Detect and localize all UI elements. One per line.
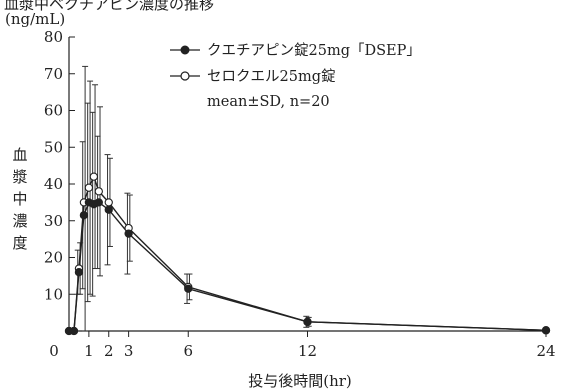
point-series-2 <box>94 187 103 196</box>
x-tick-label: 2 <box>104 342 114 360</box>
legend-note: mean±SD, n=20 <box>207 94 330 110</box>
y-title-char: 濃 <box>12 212 27 230</box>
series-lines <box>69 174 547 332</box>
point-series-1 <box>184 284 193 293</box>
x-tick-label: 6 <box>183 342 193 360</box>
point-series-1 <box>79 211 89 220</box>
y-title-char: 中 <box>12 190 27 208</box>
header-partial-title: 血漿中ベクチアピン濃度の推移 <box>4 0 214 13</box>
y-tick-label: 30 <box>44 212 63 230</box>
y-tick-label: 40 <box>44 175 63 193</box>
point-series-1 <box>104 205 113 214</box>
point-series-1 <box>69 326 79 336</box>
point-series-1 <box>303 317 312 326</box>
x-axis-title: 投与後時間(hr) <box>248 372 352 390</box>
y-tick-label: 80 <box>44 28 63 46</box>
x-tick-label: 12 <box>298 342 317 360</box>
y-title-char: 漿 <box>12 168 27 186</box>
x-tick-label: 24 <box>536 342 555 360</box>
point-series-2 <box>104 198 113 207</box>
x-tick-label: 1 <box>84 342 94 360</box>
series-line-1 <box>69 201 547 332</box>
point-series-1 <box>74 268 84 277</box>
y-tick-label: 20 <box>44 249 63 267</box>
y-tick-label: 70 <box>44 65 63 83</box>
y-tick-label: 50 <box>44 138 63 156</box>
x-axis-ticks: 0 1 2 3 6 12 24 <box>49 331 556 360</box>
point-series-2 <box>89 172 98 181</box>
y-title-char: 血 <box>12 146 27 164</box>
legend-label-series-1: クエチアピン錠25mg「DSEP」 <box>207 42 421 59</box>
legend-label-series-2: セロクエル25mg錠 <box>207 68 335 85</box>
y-axis-ticks: 10 20 30 40 50 60 70 80 <box>44 28 75 303</box>
y-title-char: 度 <box>12 234 27 252</box>
x-tick-label: 3 <box>124 342 134 360</box>
point-series-1 <box>541 326 551 335</box>
legend-marker-filled <box>180 45 190 55</box>
x-tick-label: 0 <box>49 342 59 360</box>
point-series-1 <box>94 198 103 207</box>
point-series-1 <box>124 229 133 238</box>
data-points <box>64 172 551 336</box>
y-unit-label: (ng/mL) <box>5 10 65 28</box>
series-line-2 <box>69 174 547 332</box>
legend-marker-open <box>180 71 190 81</box>
y-tick-label: 10 <box>44 285 63 303</box>
y-tick-label: 60 <box>44 102 63 120</box>
point-series-2 <box>84 183 94 192</box>
legend: クエチアピン錠25mg「DSEP」 セロクエル25mg錠 mean±SD, n=… <box>170 42 421 110</box>
